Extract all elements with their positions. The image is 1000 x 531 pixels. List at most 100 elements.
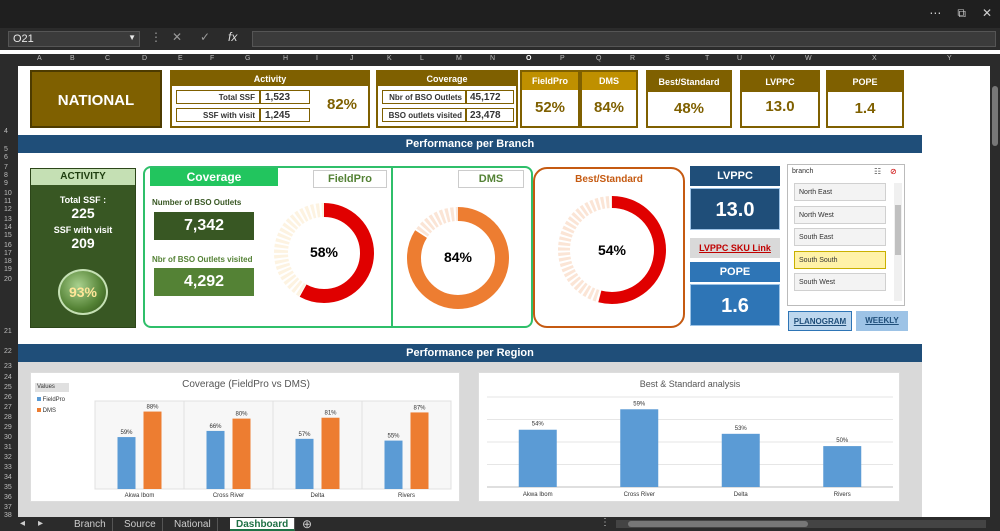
row-header[interactable]: 4 xyxy=(4,128,8,135)
add-sheet-icon[interactable]: ⊕ xyxy=(302,517,313,531)
bar-fieldpro[interactable] xyxy=(295,438,314,489)
row-header[interactable]: 31 xyxy=(4,444,12,451)
row-header[interactable]: 8 xyxy=(4,172,8,179)
row-header[interactable]: 38 xyxy=(4,512,12,519)
more-icon[interactable]: ⋯ xyxy=(929,6,942,20)
column-header[interactable]: D xyxy=(142,55,148,62)
column-header[interactable]: L xyxy=(420,55,424,62)
column-header[interactable]: C xyxy=(105,55,111,62)
column-header[interactable]: X xyxy=(872,55,877,62)
tab-dashboard[interactable]: Dashboard xyxy=(230,518,296,531)
row-header[interactable]: 18 xyxy=(4,258,12,265)
row-header[interactable]: 5 xyxy=(4,146,8,153)
column-header[interactable]: I xyxy=(316,55,318,62)
column-header[interactable]: P xyxy=(560,55,565,62)
planogram-button[interactable]: PLANOGRAM xyxy=(788,311,852,331)
coverage-chart[interactable]: Coverage (FieldPro vs DMS) Values FieldP… xyxy=(30,372,460,502)
tab-split-icon[interactable]: ⋮ xyxy=(600,517,610,528)
bar-dms[interactable] xyxy=(143,411,162,489)
row-header[interactable]: 11 xyxy=(4,198,12,205)
column-header[interactable]: M xyxy=(456,55,462,62)
row-header[interactable]: 33 xyxy=(4,464,12,471)
column-header[interactable]: H xyxy=(283,55,289,62)
function-icon[interactable]: fx xyxy=(228,30,238,44)
row-header[interactable]: 21 xyxy=(4,328,12,335)
row-header[interactable]: 12 xyxy=(4,206,12,213)
row-header[interactable]: 10 xyxy=(4,190,12,197)
bar-dms[interactable] xyxy=(321,417,340,489)
row-header[interactable]: 6 xyxy=(4,154,8,161)
row-header[interactable]: 34 xyxy=(4,474,12,481)
row-header[interactable]: 25 xyxy=(4,384,12,391)
cancel-icon[interactable]: ✕ xyxy=(172,30,183,44)
chevron-down-icon[interactable]: ▼ xyxy=(128,33,136,42)
vertical-scrollbar[interactable] xyxy=(990,66,1000,517)
column-header[interactable]: N xyxy=(490,55,496,62)
column-header[interactable]: F xyxy=(210,55,215,62)
column-header[interactable]: Y xyxy=(947,55,952,62)
bar-dms[interactable] xyxy=(232,418,251,489)
row-header[interactable]: 9 xyxy=(4,180,8,187)
bar-dms[interactable] xyxy=(410,412,429,489)
close-icon[interactable]: ✕ xyxy=(981,6,992,20)
column-header[interactable]: J xyxy=(350,55,354,62)
row-header[interactable]: 13 xyxy=(4,216,12,223)
row-header[interactable]: 23 xyxy=(4,363,12,370)
row-header[interactable]: 35 xyxy=(4,484,12,491)
bar-fieldpro[interactable] xyxy=(206,430,225,489)
bar-best-standard[interactable] xyxy=(721,433,760,487)
scroll-thumb[interactable] xyxy=(992,86,998,146)
column-header[interactable]: B xyxy=(70,55,75,62)
formula-input[interactable] xyxy=(252,31,996,47)
row-header[interactable]: 29 xyxy=(4,424,12,431)
bar-fieldpro[interactable] xyxy=(117,437,136,489)
column-header[interactable]: A xyxy=(37,55,42,62)
horizontal-scroll-thumb[interactable] xyxy=(628,521,808,527)
column-header[interactable]: R xyxy=(630,55,636,62)
slicer-item[interactable]: South West xyxy=(794,273,886,291)
tab-national[interactable]: National xyxy=(168,518,218,531)
bar-fieldpro[interactable] xyxy=(384,440,403,489)
row-header[interactable]: 24 xyxy=(4,374,12,381)
slicer-item[interactable]: South South xyxy=(794,250,886,269)
row-header[interactable]: 14 xyxy=(4,224,12,231)
row-header[interactable]: 27 xyxy=(4,404,12,411)
column-header[interactable]: K xyxy=(387,55,392,62)
row-header[interactable]: 17 xyxy=(4,250,12,257)
column-header[interactable]: V xyxy=(770,55,775,62)
enter-icon[interactable]: ✓ xyxy=(200,30,211,44)
slicer-item[interactable]: North East xyxy=(794,183,886,201)
name-box[interactable]: O21 ▼ xyxy=(8,31,140,47)
row-header[interactable]: 36 xyxy=(4,494,12,501)
bar-best-standard[interactable] xyxy=(518,429,557,487)
column-header[interactable]: G xyxy=(245,55,251,62)
row-header[interactable]: 20 xyxy=(4,276,12,283)
tab-branch[interactable]: Branch xyxy=(68,518,113,531)
slicer-item[interactable]: North West xyxy=(794,205,886,224)
best-standard-chart[interactable]: Best & Standard analysis 54% Akwa Ibom 59%… xyxy=(478,372,900,502)
slicer-scroll-thumb[interactable] xyxy=(895,205,901,255)
column-header[interactable]: S xyxy=(665,55,670,62)
lvppc-sku-link[interactable]: LVPPC SKU Link xyxy=(690,238,780,258)
tab-source[interactable]: Source xyxy=(118,518,163,531)
row-header[interactable]: 26 xyxy=(4,394,12,401)
column-header[interactable]: W xyxy=(805,55,812,62)
restore-icon[interactable]: ⧉ xyxy=(957,6,966,20)
row-header[interactable]: 30 xyxy=(4,434,12,441)
prev-sheet-icon[interactable]: ◂ xyxy=(20,518,26,529)
row-header[interactable]: 15 xyxy=(4,232,12,239)
row-header[interactable]: 19 xyxy=(4,266,12,273)
row-header[interactable]: 22 xyxy=(4,348,12,355)
row-header[interactable]: 37 xyxy=(4,504,12,511)
row-header[interactable]: 32 xyxy=(4,454,12,461)
clear-filter-icon[interactable]: ⊘ xyxy=(890,167,897,176)
column-header[interactable]: U xyxy=(737,55,743,62)
row-header[interactable]: 7 xyxy=(4,164,8,171)
row-header[interactable]: 16 xyxy=(4,242,12,249)
column-header[interactable]: E xyxy=(178,55,183,62)
multi-select-icon[interactable]: ☷ xyxy=(874,167,882,176)
bar-best-standard[interactable] xyxy=(823,446,862,487)
next-sheet-icon[interactable]: ▸ xyxy=(38,518,44,529)
column-header[interactable]: T xyxy=(705,55,710,62)
bar-best-standard[interactable] xyxy=(620,409,659,487)
